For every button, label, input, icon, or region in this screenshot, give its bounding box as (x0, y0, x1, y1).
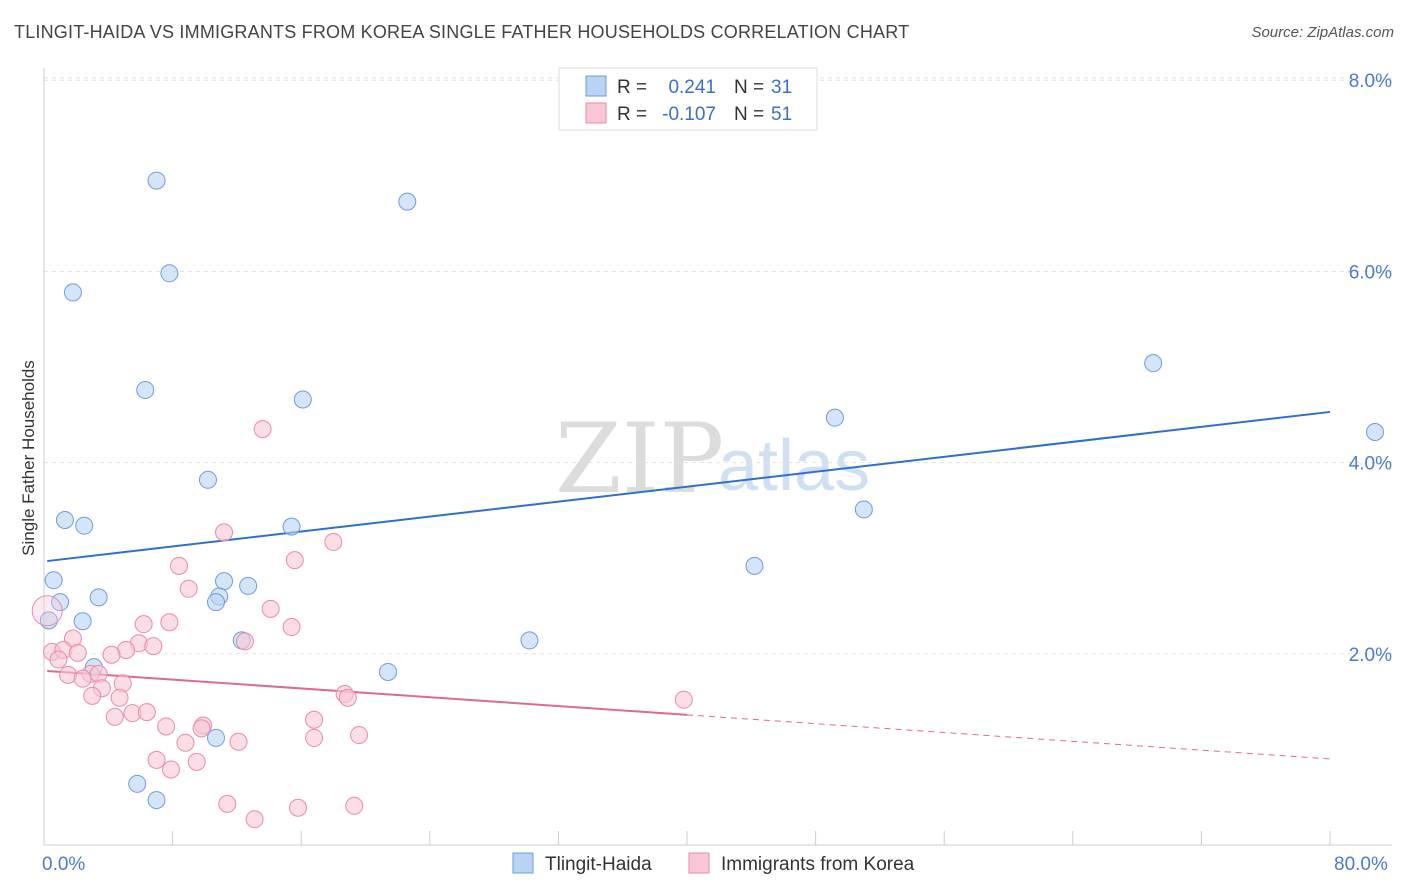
point-tlingit-haida (147, 791, 166, 810)
point-immigrants-korea (144, 637, 163, 656)
point-tlingit-haida (1366, 423, 1385, 442)
legend-top: R = 0.241 N = 31 R = -0.107 N = 51 (558, 67, 818, 131)
point-tlingit-haida (379, 662, 398, 681)
point-tlingit-haida (136, 380, 155, 399)
legend-r-label-1: R = (617, 77, 647, 98)
point-immigrants-korea (105, 707, 124, 726)
legend-bottom: Tlingit-Haida Immigrants from Korea (512, 852, 915, 875)
point-tlingit-haida (1144, 354, 1163, 373)
point-immigrants-korea (102, 645, 121, 664)
point-tlingit-haida (398, 192, 417, 211)
point-tlingit-haida (207, 728, 226, 747)
point-immigrants-korea (282, 618, 301, 637)
legend-r-label-2: R = (617, 104, 647, 125)
trend-lines (47, 410, 1331, 760)
y-axis-label: Single Father Households (19, 360, 38, 556)
point-tlingit-haida (282, 517, 301, 536)
trend-line-0 (47, 410, 1331, 563)
trend-line-dashed-1 (686, 714, 1331, 760)
point-tlingit-haida (73, 612, 92, 631)
legend-n-value-1: 31 (771, 77, 792, 98)
legend-bottom-label-2: Immigrants from Korea (721, 854, 915, 875)
y-tick-labels: 2.0% 4.0% 6.0% 8.0% (1349, 71, 1392, 666)
point-tlingit-haida (44, 571, 63, 590)
point-immigrants-korea (147, 750, 166, 769)
point-immigrants-korea (674, 690, 693, 709)
point-immigrants-korea (324, 532, 343, 551)
trend-line-solid-1 (47, 670, 688, 716)
point-immigrants-korea (187, 752, 206, 771)
point-tlingit-haida (147, 171, 166, 190)
point-immigrants-korea (235, 632, 254, 651)
legend-bottom-label-1: Tlingit-Haida (545, 854, 652, 875)
point-tlingit-haida (89, 588, 108, 607)
point-immigrants-korea (73, 669, 92, 688)
legend-bottom-swatch-blue (512, 852, 534, 874)
point-tlingit-haida (55, 510, 74, 529)
point-immigrants-korea (288, 798, 307, 817)
point-immigrants-korea (134, 615, 153, 634)
legend-top-swatch-pink (585, 102, 607, 124)
point-immigrants-korea (285, 551, 304, 570)
chart-title: TLINGIT-HAIDA VS IMMIGRANTS FROM KOREA S… (14, 22, 910, 42)
point-immigrants-korea (215, 523, 234, 542)
axes (43, 68, 1392, 846)
point-tlingit-haida (198, 470, 217, 489)
x-tick-label-max: 80.0% (1334, 854, 1388, 875)
legend-top-swatch-blue (585, 75, 607, 97)
point-immigrants-korea (83, 686, 102, 705)
watermark-atlas: atlas (718, 426, 870, 506)
point-immigrants-korea (157, 717, 176, 736)
y-tick-label: 8.0% (1349, 71, 1392, 92)
point-tlingit-haida (854, 500, 873, 519)
legend-r-value-2: -0.107 (662, 104, 716, 125)
legend-r-value-1: 0.241 (668, 77, 716, 98)
point-tlingit-haida (745, 556, 764, 575)
point-immigrants-korea (253, 420, 272, 439)
point-immigrants-korea (261, 599, 280, 618)
point-immigrants-korea (229, 732, 248, 751)
point-tlingit-haida (825, 408, 844, 427)
x-tick-label-min: 0.0% (42, 854, 85, 875)
point-tlingit-haida (215, 572, 234, 591)
point-tlingit-haida (128, 774, 147, 793)
point-immigrants-korea (338, 688, 357, 707)
legend-n-label-2: N = (734, 104, 764, 125)
point-immigrants-korea (176, 733, 195, 752)
point-immigrants-korea (305, 710, 324, 729)
point-immigrants-korea (49, 650, 68, 669)
point-tlingit-haida (207, 593, 226, 612)
point-tlingit-haida (160, 264, 179, 283)
y-tick-label: 2.0% (1349, 645, 1392, 666)
data-points (31, 171, 1385, 829)
point-immigrants-korea (179, 579, 198, 598)
point-tlingit-haida (75, 516, 94, 535)
point-immigrants-korea (31, 595, 63, 627)
point-immigrants-korea (350, 726, 369, 745)
point-immigrants-korea (192, 719, 211, 738)
point-immigrants-korea (110, 688, 129, 707)
point-immigrants-korea (345, 796, 364, 815)
point-immigrants-korea (160, 613, 179, 632)
point-immigrants-korea (161, 760, 180, 779)
point-immigrants-korea (137, 703, 156, 722)
point-tlingit-haida (520, 631, 539, 650)
y-tick-label: 6.0% (1349, 262, 1392, 283)
watermark-zip: ZIP (555, 403, 724, 515)
point-immigrants-korea (170, 556, 189, 575)
point-tlingit-haida (239, 576, 258, 595)
grid-lines (44, 77, 1392, 655)
legend-bottom-swatch-pink (688, 852, 710, 874)
point-immigrants-korea (245, 810, 264, 829)
point-immigrants-korea (218, 794, 237, 813)
y-tick-label: 4.0% (1349, 454, 1392, 475)
legend-n-value-2: 51 (771, 104, 792, 125)
point-tlingit-haida (293, 390, 312, 409)
source-credit: Source: ZipAtlas.com (1251, 24, 1394, 41)
point-immigrants-korea (68, 643, 87, 662)
point-immigrants-korea (305, 728, 324, 747)
point-tlingit-haida (63, 283, 82, 302)
legend-n-label-1: N = (734, 77, 764, 98)
